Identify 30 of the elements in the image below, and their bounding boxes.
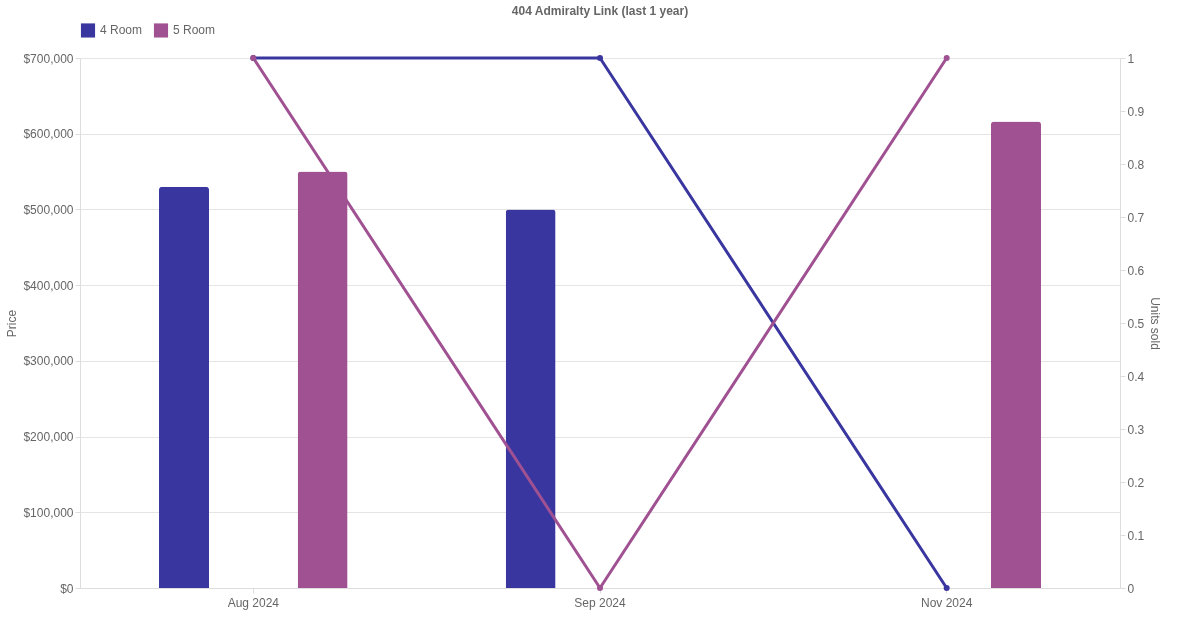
x-tick-label: Nov 2024 (920, 595, 973, 610)
y2-tick-label: 0.2 (1127, 475, 1145, 490)
y-tick-label: $100,000 (23, 505, 74, 520)
y-tick-label: $200,000 (23, 430, 74, 445)
y2-tick-label: 0.8 (1127, 157, 1145, 172)
bar (991, 121, 1041, 588)
y2-axis-title: Units sold (1148, 297, 1163, 350)
bar (159, 186, 209, 588)
legend-label: 4 Room (100, 23, 143, 38)
y2-tick-label: 0.6 (1127, 263, 1145, 278)
y2-tick-label: 1 (1127, 51, 1135, 66)
y2-tick-label: 0.4 (1127, 369, 1145, 384)
y-tick-label: $0 (60, 581, 74, 596)
chart-title: 404 Admiralty Link (last 1 year) (511, 4, 689, 18)
x-tick-label: Aug 2024 (227, 595, 280, 610)
y2-tick-label: 0.3 (1127, 422, 1145, 437)
y-tick-label: $400,000 (23, 278, 74, 293)
y2-tick-label: 0.7 (1127, 210, 1145, 225)
x-tick-label: Sep 2024 (574, 595, 627, 610)
y2-tick-label: 0 (1127, 581, 1135, 596)
y-tick-label: $600,000 (23, 127, 74, 142)
y2-tick-label: 0.9 (1127, 104, 1145, 119)
y2-tick-label: 0.1 (1127, 528, 1145, 543)
bar (505, 209, 556, 588)
y-tick-label: $700,000 (23, 51, 74, 66)
y-axis-title: Price (5, 309, 20, 338)
legend-label: 5 Room (173, 23, 216, 38)
y-tick-label: $300,000 (23, 354, 74, 369)
y-tick-label: $500,000 (23, 202, 74, 217)
y2-tick-label: 0.5 (1127, 316, 1145, 331)
